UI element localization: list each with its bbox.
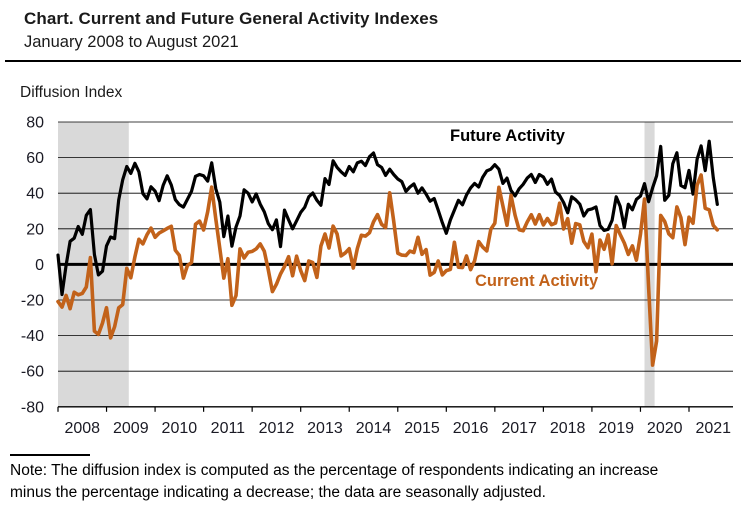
x-tick-label: 2021 bbox=[695, 420, 731, 437]
x-tick-label: 2014 bbox=[356, 420, 392, 437]
note-line-1: Note: The diffusion index is computed as… bbox=[10, 462, 659, 479]
x-tick-label: 2011 bbox=[211, 420, 246, 437]
header-divider bbox=[5, 60, 741, 62]
x-tick-label: 2012 bbox=[259, 420, 295, 437]
y-tick-label: -80 bbox=[21, 399, 44, 416]
x-tick-label: 2008 bbox=[64, 420, 100, 437]
future-activity-line bbox=[56, 139, 719, 297]
chart-title: Chart. Current and Future General Activi… bbox=[24, 9, 439, 28]
note-text: Note: The diffusion index is computed as… bbox=[10, 460, 750, 504]
x-tick-label: 2009 bbox=[113, 420, 149, 437]
x-tick-label: 2020 bbox=[647, 420, 683, 437]
x-tick-label: 2018 bbox=[550, 420, 586, 437]
x-tick-label: 2019 bbox=[598, 420, 634, 437]
future-activity-label: Future Activity bbox=[450, 127, 565, 145]
note-line-2: minus the percentage indicating a decrea… bbox=[10, 484, 546, 501]
x-tick-label: 2017 bbox=[501, 420, 537, 437]
y-tick-label: 80 bbox=[26, 115, 44, 132]
y-tick-label: -20 bbox=[21, 293, 44, 310]
y-tick-label: 20 bbox=[26, 221, 44, 238]
note-divider bbox=[10, 454, 90, 456]
x-tick-label: 2015 bbox=[404, 420, 440, 437]
y-tick-label: 60 bbox=[26, 150, 44, 167]
y-tick-label: 40 bbox=[26, 186, 44, 203]
y-tick-label: 0 bbox=[35, 257, 44, 274]
y-tick-label: -60 bbox=[21, 364, 44, 381]
chart-subtitle: January 2008 to August 2021 bbox=[24, 33, 239, 51]
y-axis-title: Diffusion Index bbox=[20, 84, 123, 101]
x-tick-label: 2016 bbox=[453, 420, 489, 437]
current-activity-label: Current Activity bbox=[475, 272, 599, 290]
y-tick-label: -40 bbox=[21, 328, 44, 345]
x-tick-label: 2010 bbox=[162, 420, 198, 437]
current-activity-line bbox=[56, 173, 720, 367]
x-tick-label: 2013 bbox=[307, 420, 343, 437]
